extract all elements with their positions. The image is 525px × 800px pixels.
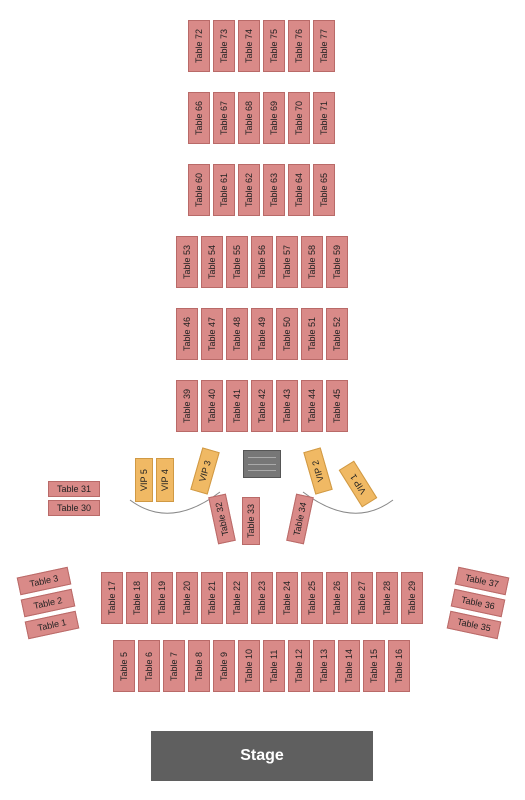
seat-table-5[interactable]: Table 5: [113, 640, 135, 692]
seat-table-32[interactable]: Table 32: [208, 494, 236, 545]
seat-table-28[interactable]: Table 28: [376, 572, 398, 624]
seat-table-67[interactable]: Table 67: [213, 92, 235, 144]
seat-table-12[interactable]: Table 12: [288, 640, 310, 692]
seat-table-23[interactable]: Table 23: [251, 572, 273, 624]
stage-label: Stage: [240, 747, 284, 765]
seat-table-46[interactable]: Table 46: [176, 308, 198, 360]
seat-table-8[interactable]: Table 8: [188, 640, 210, 692]
seat-table-62[interactable]: Table 62: [238, 164, 260, 216]
seat-table-77[interactable]: Table 77: [313, 20, 335, 72]
seat-table-68[interactable]: Table 68: [238, 92, 260, 144]
seat-table-6[interactable]: Table 6: [138, 640, 160, 692]
seat-table-72[interactable]: Table 72: [188, 20, 210, 72]
seat-table-52[interactable]: Table 52: [326, 308, 348, 360]
seat-table-48[interactable]: Table 48: [226, 308, 248, 360]
seat-vip-3[interactable]: VIP 3: [190, 447, 219, 494]
seat-table-41[interactable]: Table 41: [226, 380, 248, 432]
seat-table-75[interactable]: Table 75: [263, 20, 285, 72]
seat-vip-1[interactable]: VIP 1: [339, 461, 378, 508]
seat-table-70[interactable]: Table 70: [288, 92, 310, 144]
seat-table-20[interactable]: Table 20: [176, 572, 198, 624]
seat-table-51[interactable]: Table 51: [301, 308, 323, 360]
sound-booth: [243, 450, 281, 478]
seat-table-73[interactable]: Table 73: [213, 20, 235, 72]
seat-table-11[interactable]: Table 11: [263, 640, 285, 692]
seat-table-59[interactable]: Table 59: [326, 236, 348, 288]
seat-table-43[interactable]: Table 43: [276, 380, 298, 432]
seat-table-21[interactable]: Table 21: [201, 572, 223, 624]
seat-table-74[interactable]: Table 74: [238, 20, 260, 72]
seat-table-42[interactable]: Table 42: [251, 380, 273, 432]
seat-table-71[interactable]: Table 71: [313, 92, 335, 144]
stage: Stage: [151, 731, 373, 781]
seat-table-19[interactable]: Table 19: [151, 572, 173, 624]
seat-table-69[interactable]: Table 69: [263, 92, 285, 144]
seat-table-24[interactable]: Table 24: [276, 572, 298, 624]
seat-table-22[interactable]: Table 22: [226, 572, 248, 624]
seat-table-13[interactable]: Table 13: [313, 640, 335, 692]
seat-vip-4[interactable]: VIP 4: [156, 458, 174, 502]
seat-table-44[interactable]: Table 44: [301, 380, 323, 432]
seat-table-33[interactable]: Table 33: [242, 497, 260, 545]
seat-table-63[interactable]: Table 63: [263, 164, 285, 216]
seat-table-39[interactable]: Table 39: [176, 380, 198, 432]
seat-table-16[interactable]: Table 16: [388, 640, 410, 692]
seat-table-49[interactable]: Table 49: [251, 308, 273, 360]
seat-table-45[interactable]: Table 45: [326, 380, 348, 432]
seat-table-14[interactable]: Table 14: [338, 640, 360, 692]
seat-table-18[interactable]: Table 18: [126, 572, 148, 624]
seat-table-57[interactable]: Table 57: [276, 236, 298, 288]
seat-table-66[interactable]: Table 66: [188, 92, 210, 144]
seat-table-47[interactable]: Table 47: [201, 308, 223, 360]
seat-table-53[interactable]: Table 53: [176, 236, 198, 288]
seat-table-31[interactable]: Table 31: [48, 481, 100, 497]
seat-table-56[interactable]: Table 56: [251, 236, 273, 288]
seat-table-40[interactable]: Table 40: [201, 380, 223, 432]
seat-vip-2[interactable]: VIP 2: [303, 447, 332, 494]
seat-table-54[interactable]: Table 54: [201, 236, 223, 288]
seat-table-29[interactable]: Table 29: [401, 572, 423, 624]
seat-table-58[interactable]: Table 58: [301, 236, 323, 288]
seat-table-9[interactable]: Table 9: [213, 640, 235, 692]
seat-table-27[interactable]: Table 27: [351, 572, 373, 624]
seat-table-30[interactable]: Table 30: [48, 500, 100, 516]
seat-table-26[interactable]: Table 26: [326, 572, 348, 624]
seat-vip-5[interactable]: VIP 5: [135, 458, 153, 502]
seat-table-60[interactable]: Table 60: [188, 164, 210, 216]
seat-table-65[interactable]: Table 65: [313, 164, 335, 216]
seat-table-15[interactable]: Table 15: [363, 640, 385, 692]
seat-table-50[interactable]: Table 50: [276, 308, 298, 360]
seat-table-10[interactable]: Table 10: [238, 640, 260, 692]
seat-table-64[interactable]: Table 64: [288, 164, 310, 216]
seat-table-61[interactable]: Table 61: [213, 164, 235, 216]
seat-table-34[interactable]: Table 34: [286, 494, 314, 545]
seat-table-7[interactable]: Table 7: [163, 640, 185, 692]
seat-table-76[interactable]: Table 76: [288, 20, 310, 72]
seating-chart: Stage Table 72Table 73Table 74Table 75Ta…: [0, 0, 525, 800]
seat-table-17[interactable]: Table 17: [101, 572, 123, 624]
seat-table-55[interactable]: Table 55: [226, 236, 248, 288]
seat-table-25[interactable]: Table 25: [301, 572, 323, 624]
